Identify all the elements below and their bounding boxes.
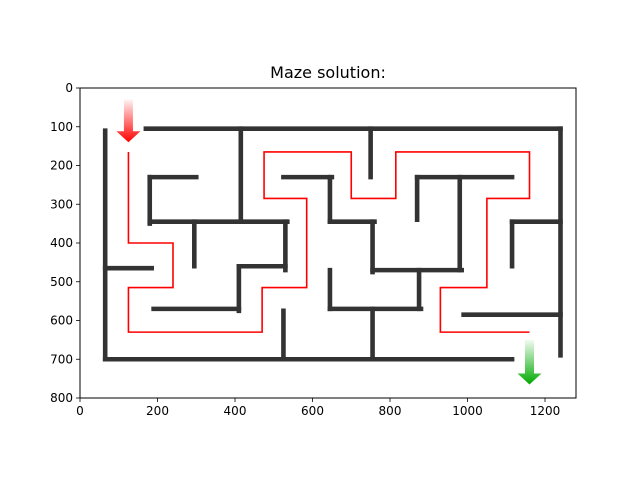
y-tick-label: 100 [50, 120, 73, 134]
arrows-layer [116, 99, 542, 385]
y-axis: 0 100 200 300 400 500 600 700 800 [50, 81, 80, 405]
x-tick-label: 1000 [452, 404, 483, 418]
x-tick-label: 1200 [530, 404, 561, 418]
plot-area [80, 88, 576, 398]
solution-path [127, 151, 531, 333]
x-tick-label: 400 [224, 404, 247, 418]
x-axis: 0 200 400 600 800 1000 1200 [76, 398, 560, 418]
y-tick-label: 300 [50, 197, 73, 211]
start-arrow [116, 99, 141, 143]
y-tick-label: 200 [50, 159, 73, 173]
end-arrow [517, 339, 542, 385]
x-tick-label: 200 [146, 404, 169, 418]
y-tick-label: 400 [50, 236, 73, 250]
y-tick-label: 600 [50, 314, 73, 328]
chart-title: Maze solution: [270, 63, 386, 82]
x-tick-label: 600 [301, 404, 324, 418]
x-tick-label: 800 [379, 404, 402, 418]
solution-path-layer [127, 151, 531, 333]
y-tick-label: 0 [65, 81, 73, 95]
y-tick-label: 500 [50, 275, 73, 289]
y-tick-label: 700 [50, 352, 73, 366]
maze-walls [102, 126, 563, 362]
x-tick-label: 0 [76, 404, 84, 418]
y-tick-label: 800 [50, 391, 73, 405]
